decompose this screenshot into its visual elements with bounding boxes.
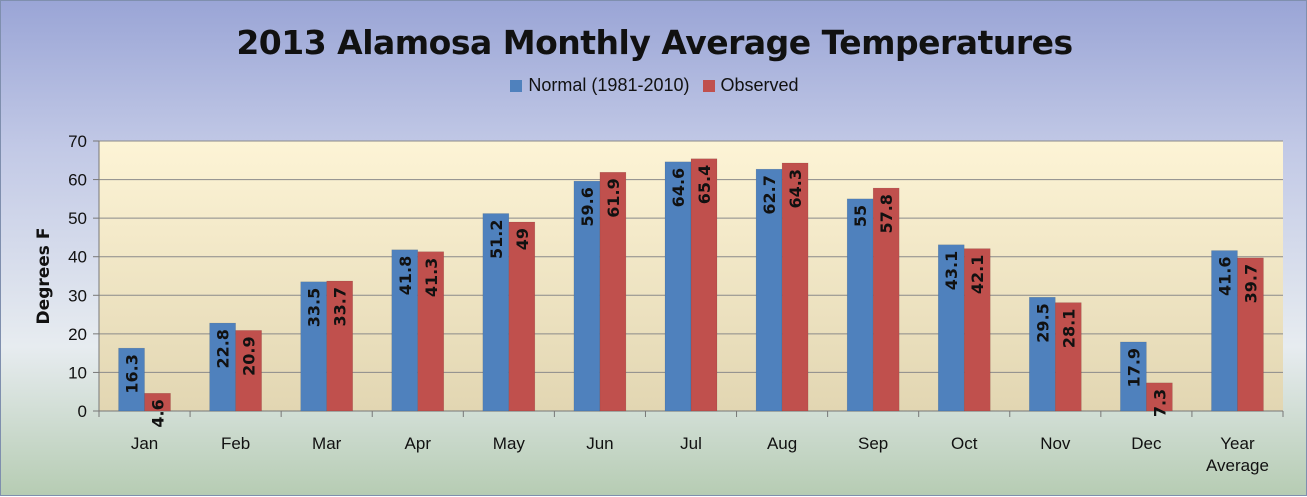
data-label-observed: 57.8 — [877, 194, 896, 233]
legend-item-observed: Observed — [702, 75, 799, 96]
data-label-normal: 17.9 — [1124, 348, 1143, 387]
data-label-observed: 7.3 — [1150, 389, 1169, 417]
bar-observed — [326, 280, 353, 412]
y-tick-label: 70 — [68, 132, 87, 151]
x-tick-label: Jan — [131, 434, 158, 453]
bar-observed — [508, 221, 536, 412]
bar-observed — [1146, 382, 1173, 412]
bar-observed — [235, 330, 262, 412]
x-tick-label: Mar — [312, 434, 342, 453]
bar-normal — [937, 244, 965, 412]
y-tick-label: 40 — [68, 248, 87, 267]
data-label-normal: 62.7 — [760, 175, 779, 214]
y-axis-label: Degrees F — [34, 228, 54, 325]
data-label-normal: 33.5 — [305, 288, 324, 327]
data-label-normal: 64.6 — [669, 168, 688, 207]
data-label-normal: 43.1 — [942, 251, 961, 290]
x-tick-label: Jun — [586, 434, 613, 453]
data-label-observed: 41.3 — [422, 258, 441, 297]
data-label-normal: 29.5 — [1033, 303, 1052, 342]
bar-observed — [1055, 302, 1082, 412]
legend: Normal (1981-2010) Observed — [1, 75, 1307, 97]
x-tick-label: Jul — [680, 434, 702, 453]
y-tick-label: 0 — [78, 402, 87, 421]
x-tick-label: Feb — [221, 434, 250, 453]
data-label-normal: 59.6 — [578, 187, 597, 226]
data-label-normal: 22.8 — [214, 329, 233, 368]
bar-normal — [755, 168, 783, 412]
bar-observed — [781, 162, 809, 412]
x-tick-label: Sep — [858, 434, 888, 453]
data-label-observed: 42.1 — [968, 255, 987, 294]
data-label-normal: 41.8 — [396, 256, 415, 295]
bar-normal — [391, 249, 419, 412]
legend-label-normal: Normal (1981-2010) — [528, 75, 690, 95]
legend-label-observed: Observed — [720, 75, 799, 95]
x-tick-label: Apr — [405, 434, 432, 453]
bar-observed — [690, 158, 718, 412]
x-tick-label: Nov — [1040, 434, 1071, 453]
y-tick-label: 50 — [68, 209, 87, 228]
y-tick-label: 20 — [68, 325, 87, 344]
data-label-observed: 39.7 — [1241, 264, 1260, 303]
data-label-observed: 61.9 — [604, 178, 623, 217]
bar-observed — [417, 251, 445, 412]
data-label-observed: 4.6 — [149, 399, 168, 427]
bar-normal — [482, 213, 510, 412]
x-tick-label: Dec — [1131, 434, 1162, 453]
y-tick-label: 60 — [68, 171, 87, 190]
legend-item-normal: Normal (1981-2010) — [510, 75, 690, 96]
bar-normal — [1211, 250, 1238, 412]
bar-observed — [963, 248, 991, 412]
data-label-observed: 64.3 — [786, 169, 805, 208]
y-tick-label: 10 — [68, 363, 87, 382]
bar-normal — [664, 161, 692, 412]
y-tick-label: 30 — [68, 286, 87, 305]
x-tick-label: Year Average — [1206, 434, 1269, 475]
data-label-normal: 51.2 — [487, 220, 506, 259]
x-tick-label: Oct — [951, 434, 978, 453]
x-tick-label: Aug — [767, 434, 797, 453]
bar-observed — [599, 171, 627, 412]
bar-normal — [118, 347, 145, 412]
legend-swatch-observed — [702, 79, 715, 92]
bar-observed — [144, 393, 171, 412]
bar-normal — [846, 198, 874, 412]
bar-normal — [209, 322, 236, 412]
data-label-observed: 65.4 — [695, 165, 714, 204]
chart-title: 2013 Alamosa Monthly Average Temperature… — [236, 23, 1073, 62]
data-label-normal: 41.6 — [1215, 257, 1234, 296]
bar-observed — [872, 187, 900, 412]
bar-normal — [1120, 341, 1147, 412]
data-label-observed: 28.1 — [1059, 309, 1078, 348]
data-label-normal: 55 — [851, 205, 870, 227]
data-label-observed: 49 — [513, 228, 532, 250]
data-label-observed: 33.7 — [331, 287, 350, 326]
data-label-observed: 20.9 — [240, 336, 259, 375]
legend-swatch-normal — [510, 79, 523, 92]
data-label-normal: 16.3 — [123, 354, 142, 393]
x-tick-label: May — [493, 434, 526, 453]
bar-normal — [573, 180, 601, 412]
bar-observed — [1237, 257, 1264, 412]
bar-normal — [300, 281, 327, 412]
